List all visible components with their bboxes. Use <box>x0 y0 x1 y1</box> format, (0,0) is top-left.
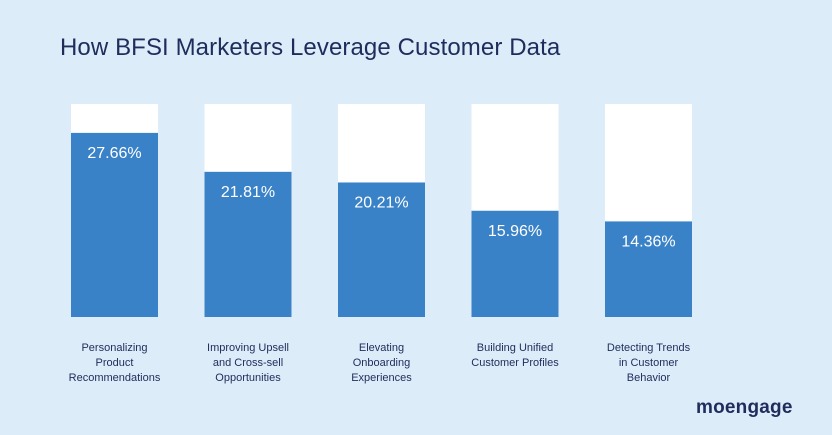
category-label: Building Unified Customer Profiles <box>471 342 559 369</box>
bar <box>204 171 292 317</box>
data-label: 27.66% <box>87 145 141 162</box>
data-label: 21.81% <box>221 184 275 201</box>
data-label: 14.36% <box>621 233 675 250</box>
category-label: Elevating Onboarding Experiences <box>351 342 412 384</box>
category-label: Personalizing Product Recommendations <box>69 342 161 384</box>
category-label: Improving Upsell and Cross-sell Opportunit… <box>207 342 289 384</box>
chart-title: How BFSI Marketers Leverage Customer Dat… <box>60 34 561 61</box>
bar <box>338 182 425 317</box>
moengage-logo: moengage <box>696 397 793 418</box>
data-label: 15.96% <box>488 223 542 240</box>
bar <box>71 132 158 317</box>
category-label: Detecting Trends in Customer Behavior <box>607 342 691 384</box>
bar <box>605 221 692 317</box>
data-label: 20.21% <box>354 194 408 211</box>
bar <box>471 210 559 317</box>
